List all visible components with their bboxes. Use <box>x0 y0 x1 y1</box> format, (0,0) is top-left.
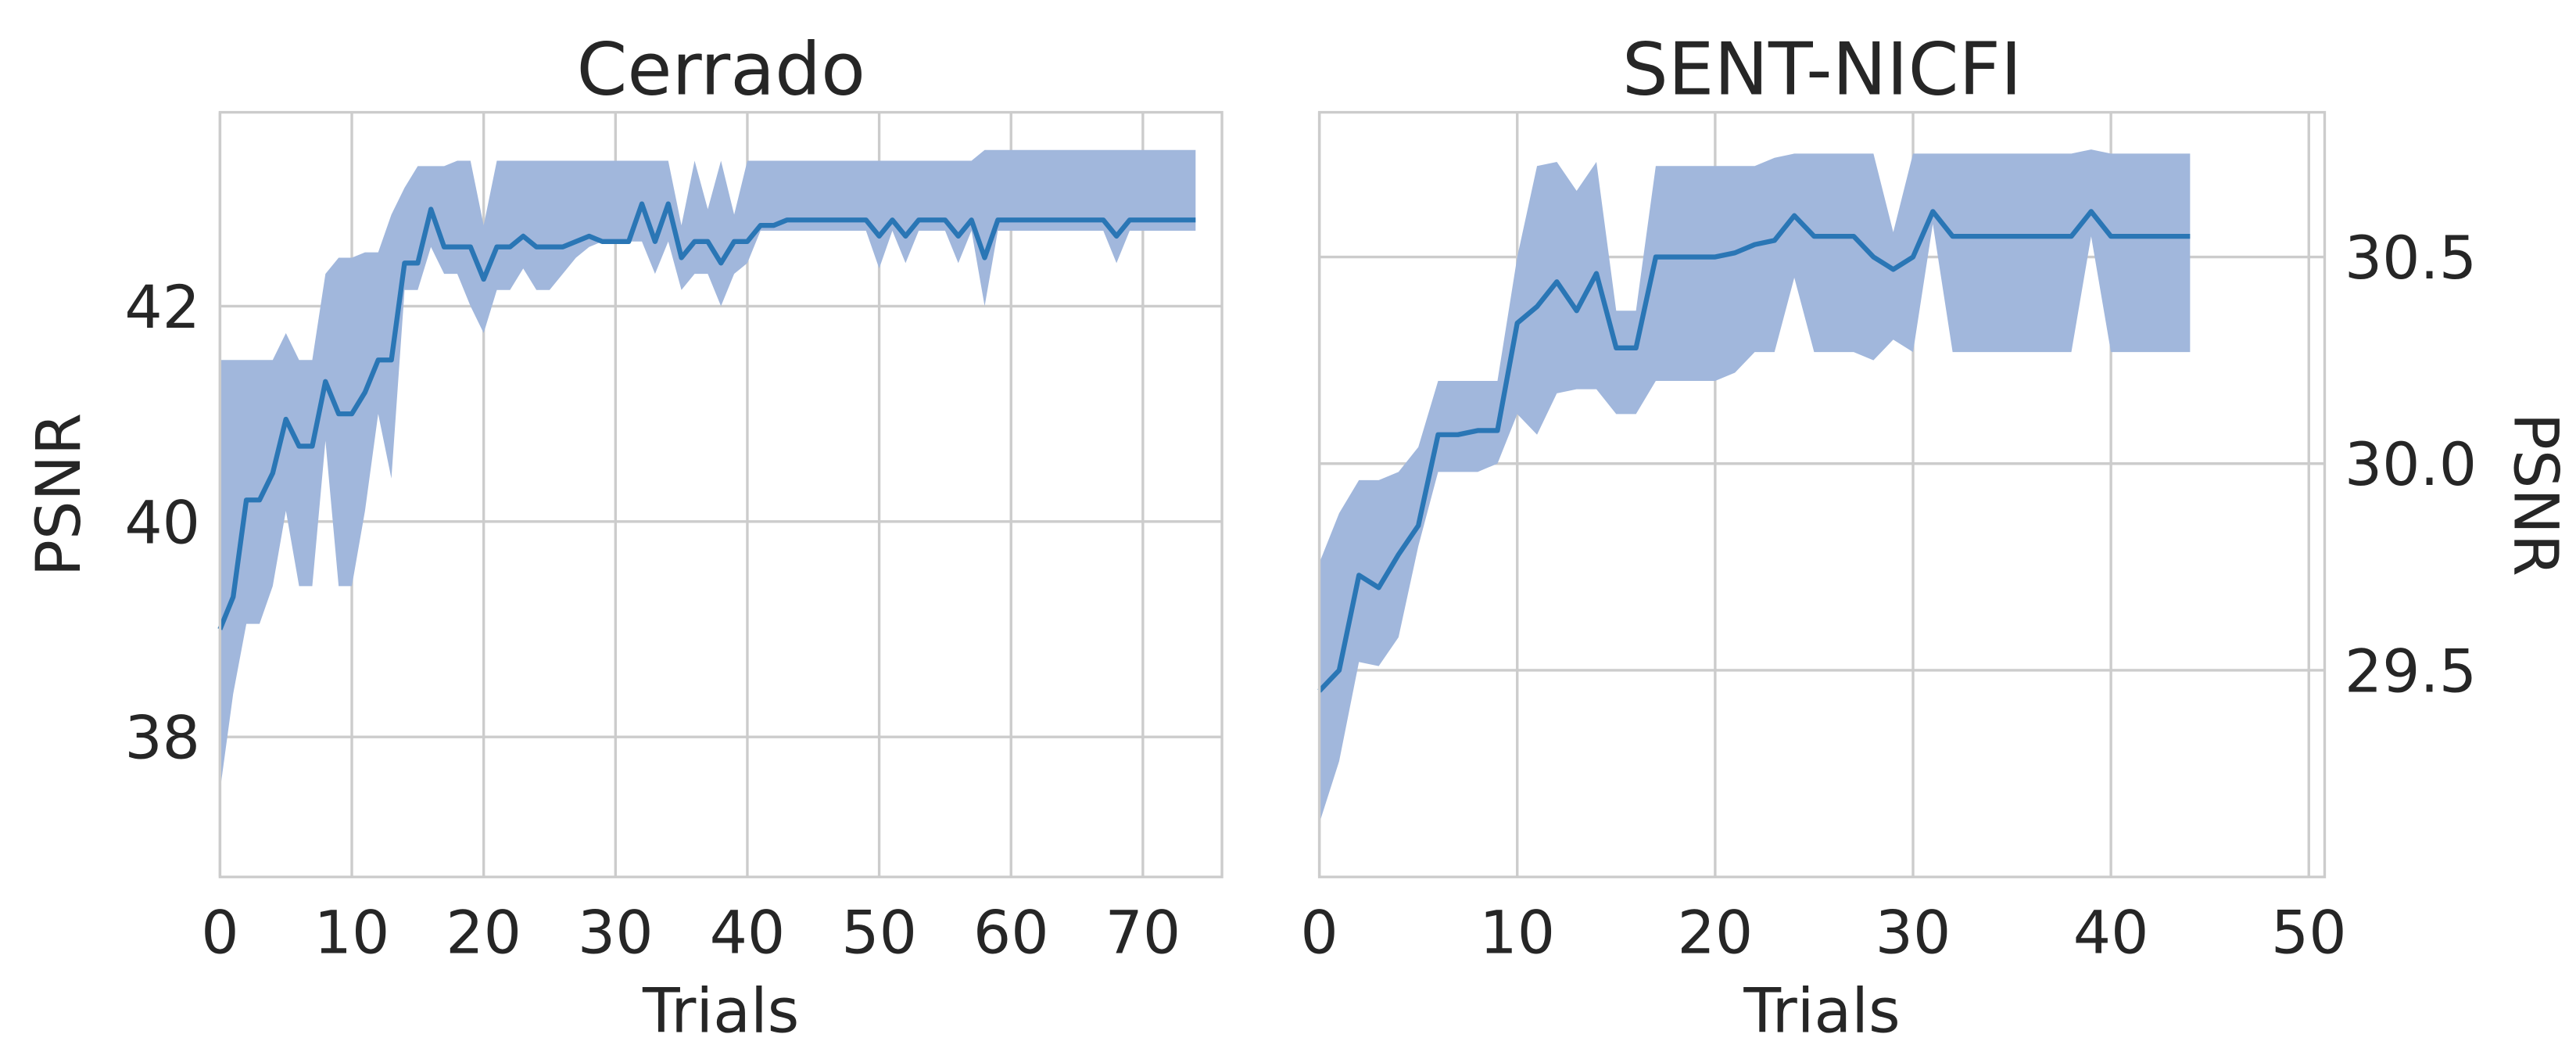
confidence-band <box>220 149 1196 792</box>
x-tick-label: 30 <box>578 897 654 967</box>
x-tick-label: 40 <box>710 897 786 967</box>
y-tick-label: 42 <box>124 272 200 342</box>
y-axis-label: PSNR <box>23 413 95 576</box>
x-tick-label: 20 <box>446 897 521 967</box>
mean-line <box>1317 209 2191 693</box>
chart-title: Cerrado <box>576 27 865 111</box>
x-tick-label: 50 <box>841 897 917 967</box>
x-axis-label: Trials <box>642 976 799 1047</box>
mean-line <box>217 201 1196 630</box>
x-tick-label: 50 <box>2271 897 2347 967</box>
x-tick-label: 40 <box>2073 897 2149 967</box>
x-axis-label: Trials <box>1743 976 1900 1047</box>
x-tick-label: 20 <box>1678 897 1754 967</box>
x-tick-label: 0 <box>201 897 238 967</box>
y-tick-label: 38 <box>124 703 200 773</box>
x-tick-label: 70 <box>1105 897 1181 967</box>
x-tick-label: 10 <box>1479 897 1555 967</box>
chart-title: SENT-NICFI <box>1622 27 2022 111</box>
y-axis-label: PSNR <box>2499 413 2571 576</box>
axes-frame <box>218 110 1224 878</box>
axes-frame <box>1317 110 2327 878</box>
x-tick-label: 60 <box>973 897 1049 967</box>
y-tick-label: 29.5 <box>2345 636 2477 706</box>
x-tick-label: 0 <box>1300 897 1338 967</box>
y-tick-label: 40 <box>124 487 200 557</box>
x-tick-label: 30 <box>1876 897 1951 967</box>
x-tick-label: 10 <box>314 897 390 967</box>
confidence-band <box>1319 149 2191 824</box>
y-tick-label: 30.5 <box>2345 223 2477 293</box>
y-tick-label: 30.0 <box>2345 429 2477 499</box>
